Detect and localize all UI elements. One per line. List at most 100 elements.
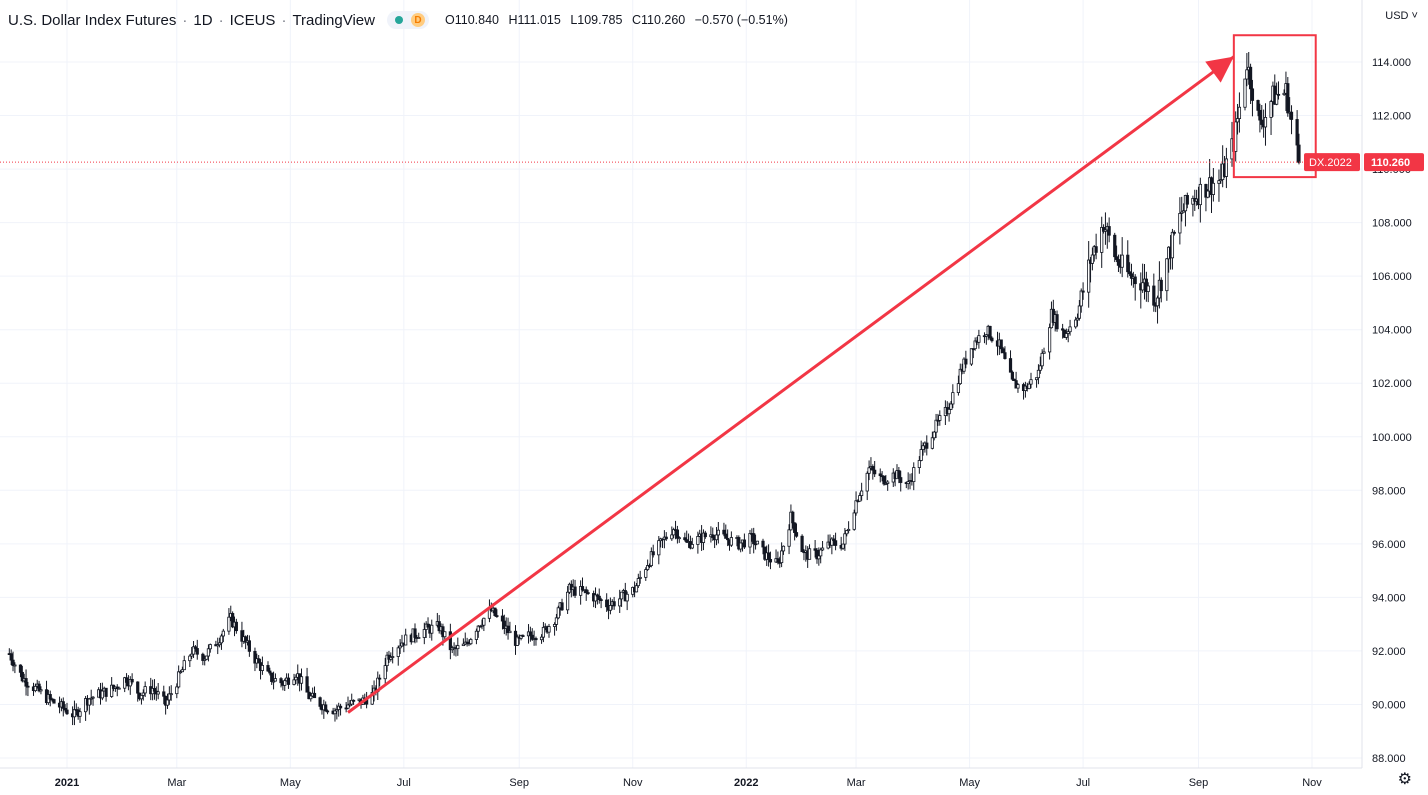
candle-body-down bbox=[711, 534, 715, 538]
highlight-rectangle bbox=[1232, 34, 1317, 179]
candle-body-up bbox=[984, 334, 988, 337]
candle bbox=[91, 695, 95, 706]
candle-body-up bbox=[841, 543, 845, 549]
candle-body-down bbox=[1012, 378, 1016, 382]
status-badge[interactable]: D bbox=[386, 11, 429, 29]
candle bbox=[854, 491, 858, 516]
candle bbox=[579, 580, 583, 605]
candle-body-up bbox=[165, 699, 170, 706]
interval-label[interactable]: 1D bbox=[193, 11, 213, 29]
drawing-annotations[interactable] bbox=[347, 34, 1317, 714]
candle bbox=[227, 608, 231, 635]
candle bbox=[141, 689, 145, 701]
candle-body-down bbox=[726, 537, 730, 541]
candle-body-up bbox=[608, 605, 613, 611]
candle bbox=[404, 628, 408, 646]
candle-body-up bbox=[938, 415, 942, 421]
candle-body-up bbox=[430, 624, 434, 634]
candle bbox=[1116, 254, 1121, 272]
candle-body-up bbox=[177, 671, 181, 688]
candle-body-up bbox=[273, 678, 278, 682]
candle-body-down bbox=[1172, 231, 1176, 234]
candle bbox=[312, 686, 317, 699]
candle bbox=[208, 643, 212, 653]
candle-body-up bbox=[443, 631, 447, 638]
candle-body-down bbox=[1003, 352, 1007, 359]
candle-body-down bbox=[61, 701, 65, 709]
candle-body-up bbox=[1034, 377, 1039, 381]
candle bbox=[852, 509, 856, 531]
candle-body-up bbox=[921, 445, 925, 450]
candle bbox=[1146, 282, 1150, 303]
candle-body-up bbox=[335, 709, 339, 712]
candle bbox=[807, 544, 812, 560]
candle-body-up bbox=[677, 537, 681, 540]
candle-body-up bbox=[886, 481, 890, 484]
price-tick-label: 102.000 bbox=[1372, 378, 1412, 390]
candle-body-down bbox=[136, 681, 140, 694]
candle-body-down bbox=[832, 538, 836, 542]
candle-body-up bbox=[860, 490, 864, 496]
candle bbox=[1224, 147, 1228, 189]
separator-dot: · bbox=[281, 11, 287, 29]
candle bbox=[794, 523, 799, 538]
price-tag-bg bbox=[1364, 153, 1424, 172]
candle bbox=[244, 635, 248, 650]
price-axis[interactable] bbox=[1362, 0, 1428, 795]
candle bbox=[9, 649, 13, 666]
candle bbox=[951, 384, 955, 409]
candle bbox=[139, 694, 144, 705]
candle bbox=[253, 647, 257, 672]
candle bbox=[647, 563, 652, 569]
candle-body-down bbox=[1116, 259, 1121, 266]
candle bbox=[318, 696, 322, 710]
symbol-title[interactable]: U.S. Dollar Index Futures bbox=[8, 11, 177, 29]
candle-body-up bbox=[417, 637, 421, 639]
candle bbox=[956, 375, 961, 396]
candle bbox=[597, 588, 601, 604]
candle-body-up bbox=[625, 593, 629, 602]
currency-selector[interactable]: USD ˅ bbox=[1385, 10, 1418, 22]
candle bbox=[1113, 232, 1117, 263]
candle bbox=[128, 676, 132, 695]
candle-body-down bbox=[37, 683, 41, 692]
candle-body-up bbox=[552, 623, 557, 627]
gear-icon[interactable]: ⚙ bbox=[1397, 771, 1412, 788]
candle-body-down bbox=[664, 536, 668, 540]
candle bbox=[1211, 168, 1215, 202]
time-axis[interactable] bbox=[0, 768, 1428, 795]
candle bbox=[78, 707, 82, 723]
candle-body-down bbox=[325, 710, 330, 713]
price-tick-label: 96.000 bbox=[1372, 539, 1406, 551]
candle bbox=[1128, 262, 1132, 277]
price-tick-label: 114.000 bbox=[1372, 57, 1411, 69]
candle bbox=[221, 628, 225, 643]
time-tick-label: Mar bbox=[847, 777, 866, 789]
candle bbox=[1181, 203, 1186, 213]
candle-body-up bbox=[283, 680, 287, 686]
candle-body-up bbox=[469, 639, 473, 645]
candle bbox=[714, 527, 719, 546]
candle-body-up bbox=[1211, 182, 1215, 195]
candle bbox=[1107, 217, 1111, 243]
candle-body-down bbox=[1248, 66, 1253, 90]
candle-body-up bbox=[619, 591, 624, 600]
candle bbox=[33, 683, 37, 693]
candle-body-up bbox=[123, 677, 127, 689]
candle-body-down bbox=[815, 549, 819, 560]
candle bbox=[1170, 228, 1175, 270]
candle bbox=[969, 348, 974, 366]
candle bbox=[1120, 237, 1124, 278]
candle bbox=[203, 655, 207, 666]
candle-body-up bbox=[422, 629, 426, 638]
candle bbox=[1064, 328, 1068, 340]
candle-body-up bbox=[780, 550, 784, 564]
candle-body-up bbox=[1077, 305, 1081, 319]
candle-body-up bbox=[1048, 327, 1052, 353]
candle bbox=[556, 605, 560, 620]
candle-body-up bbox=[175, 686, 179, 695]
candle-body-down bbox=[791, 511, 795, 524]
candle-body-up bbox=[1066, 331, 1070, 334]
candle bbox=[1034, 377, 1039, 388]
